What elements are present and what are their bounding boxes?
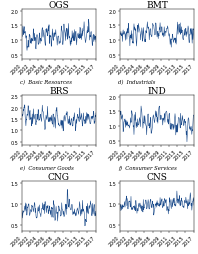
Title: OGS: OGS <box>49 1 69 10</box>
Text: d)  Industrials: d) Industrials <box>118 80 156 85</box>
Title: CNG: CNG <box>48 172 70 181</box>
Title: BMT: BMT <box>146 1 168 10</box>
Title: BRS: BRS <box>49 87 69 96</box>
Text: e)  Consumer Goods: e) Consumer Goods <box>20 165 74 170</box>
Title: CNS: CNS <box>147 172 167 181</box>
Text: f)  Consumer Services: f) Consumer Services <box>118 165 177 170</box>
Text: c)  Basic Resources: c) Basic Resources <box>20 80 72 85</box>
Title: IND: IND <box>148 87 166 96</box>
